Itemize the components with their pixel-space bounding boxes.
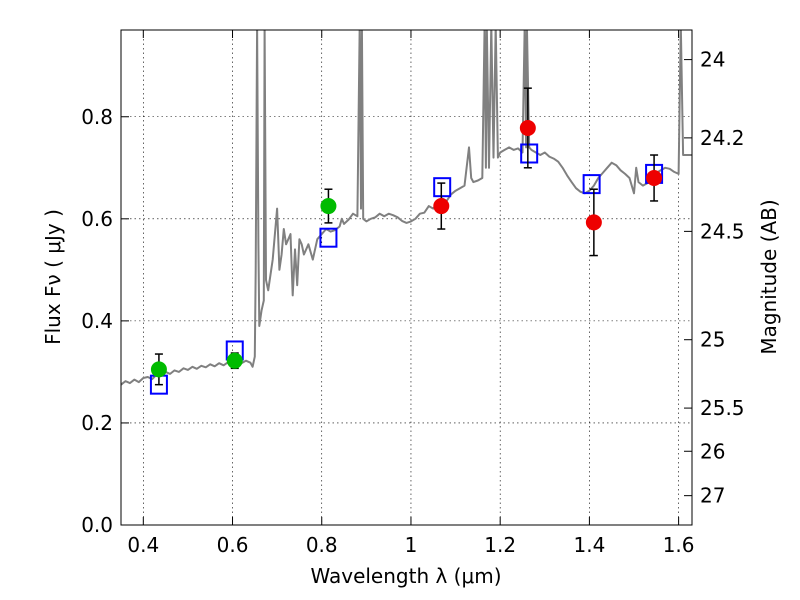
plot-background (121, 30, 692, 525)
y-tick-label: 0.6 (81, 207, 113, 231)
observed-point (433, 198, 450, 215)
observed-point (646, 169, 663, 186)
y-tick-label: 0.0 (81, 513, 113, 537)
observed-point (519, 119, 536, 136)
observed-point (585, 214, 602, 231)
x-tick-label: 0.4 (127, 533, 159, 557)
model-photometry-square (582, 174, 601, 195)
y2-tick-label: 24.2 (700, 126, 745, 150)
y-tick-label: 0.2 (81, 411, 113, 435)
y2-tick-label: 25.5 (700, 396, 745, 420)
y2-tick-label: 25 (700, 328, 725, 352)
y2-tick-label: 26 (700, 439, 725, 463)
y-tick-label: 0.8 (81, 105, 113, 129)
data-markers (149, 87, 664, 395)
model-photometry-square (520, 143, 539, 164)
model-photometry-square (319, 227, 338, 248)
x-tick-label: 1.2 (484, 533, 516, 557)
model-photometry-square (433, 177, 452, 198)
plot-frame (120, 29, 693, 526)
x-axis-label: Wavelength λ (μm) (310, 564, 501, 588)
x-tick-label: 0.6 (217, 533, 249, 557)
x-tick-label: 1.4 (573, 533, 605, 557)
axis-ticks: 0.4 0.6 0.8 1 1.2 1.4 1.6 0.0 0.2 0.4 0.6 0.8 24 24.2… (81, 30, 745, 557)
y-tick-label: 0.4 (81, 309, 113, 333)
y2-tick-label: 24.5 (700, 219, 745, 243)
x-tick-label: 1 (405, 533, 418, 557)
observed-point (150, 361, 167, 378)
observed-point (320, 198, 337, 215)
y2-tick-label: 27 (700, 484, 725, 508)
y2-axis-label: Magnitude (AB) (757, 199, 781, 354)
y2-tick-label: 24 (700, 48, 725, 72)
x-tick-label: 0.8 (306, 533, 338, 557)
y-axis-label: Flux Fν ( μJy ) (41, 209, 65, 345)
x-tick-label: 1.6 (663, 533, 695, 557)
observed-point (226, 352, 243, 369)
